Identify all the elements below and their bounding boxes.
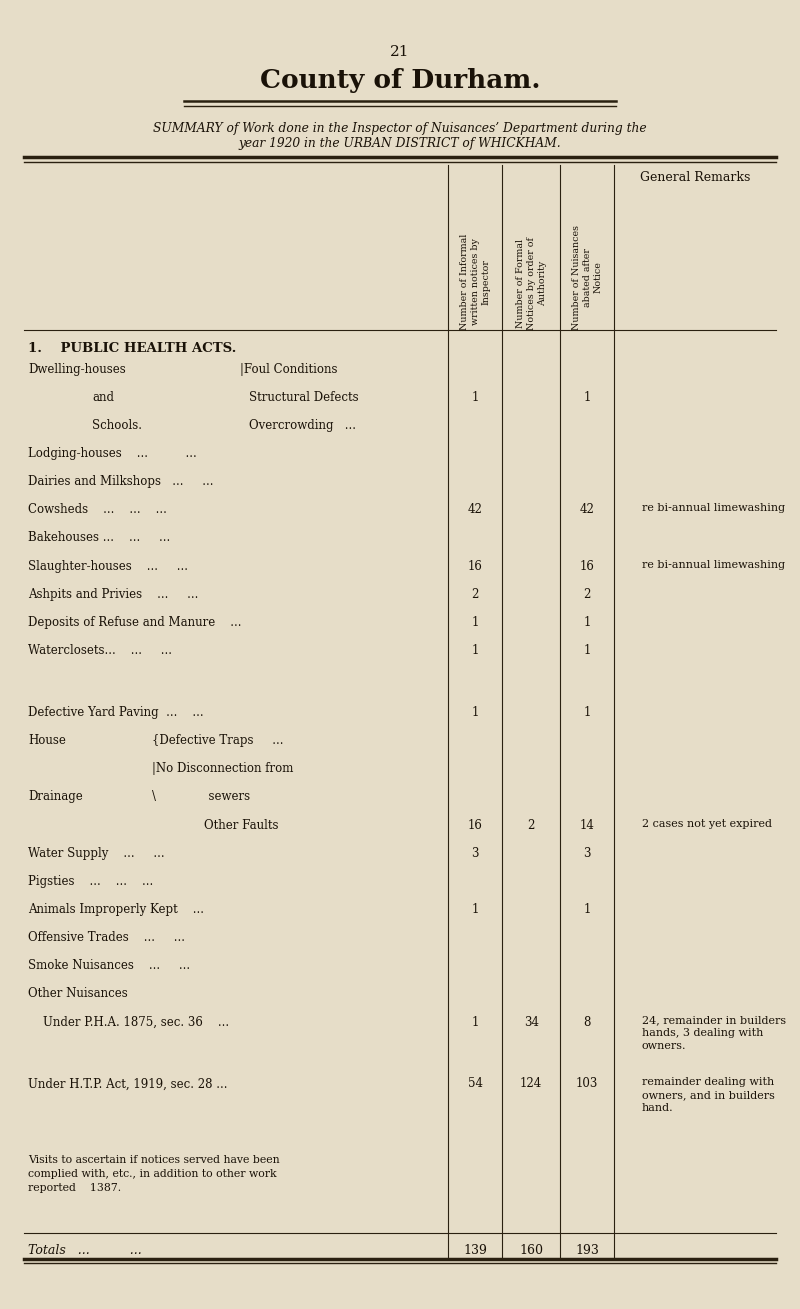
Text: 42: 42 (468, 503, 482, 516)
Text: {Defective Traps     ...: {Defective Traps ... (152, 734, 283, 747)
Text: 21: 21 (390, 45, 410, 59)
Text: remainder dealing with
owners, and in builders
hand.: remainder dealing with owners, and in bu… (642, 1077, 774, 1113)
Text: 2: 2 (527, 818, 535, 831)
Text: 2 cases not yet expired: 2 cases not yet expired (642, 818, 771, 829)
Text: 1: 1 (583, 391, 591, 403)
Text: Deposits of Refuse and Manure    ...: Deposits of Refuse and Manure ... (28, 615, 242, 628)
Text: County of Durham.: County of Durham. (260, 68, 540, 93)
Text: 1: 1 (471, 644, 479, 657)
Text: 16: 16 (468, 559, 482, 572)
Text: Waterclosets...    ...     ...: Waterclosets... ... ... (28, 644, 172, 657)
Text: Under H.T.P. Act, 1919, sec. 28 ...: Under H.T.P. Act, 1919, sec. 28 ... (28, 1077, 227, 1090)
Text: and: and (92, 391, 114, 403)
Text: 16: 16 (580, 559, 594, 572)
Text: 2: 2 (471, 588, 479, 601)
Text: 8: 8 (583, 1016, 591, 1029)
Text: 3: 3 (471, 847, 479, 860)
Text: Defective Yard Paving  ...    ...: Defective Yard Paving ... ... (28, 706, 204, 719)
Text: \              sewers: \ sewers (152, 791, 250, 804)
Text: Number of Formal
Notices by order of
Authority: Number of Formal Notices by order of Aut… (515, 237, 547, 330)
Text: |No Disconnection from: |No Disconnection from (152, 762, 294, 775)
Text: 16: 16 (468, 818, 482, 831)
Text: Dairies and Milkshops   ...     ...: Dairies and Milkshops ... ... (28, 475, 214, 488)
Text: Lodging-houses    ...          ...: Lodging-houses ... ... (28, 446, 197, 459)
Text: Schools.: Schools. (92, 419, 142, 432)
Text: 3: 3 (583, 847, 591, 860)
Text: 103: 103 (576, 1077, 598, 1090)
Text: 54: 54 (468, 1077, 482, 1090)
Text: Structural Defects: Structural Defects (249, 391, 358, 403)
Text: Totals   ...          ...: Totals ... ... (28, 1244, 142, 1257)
Text: 160: 160 (519, 1244, 543, 1257)
Text: 124: 124 (520, 1077, 542, 1090)
Text: 1: 1 (583, 903, 591, 916)
Text: SUMMARY of Work done in the Inspector of Nuisances’ Department during the: SUMMARY of Work done in the Inspector of… (153, 122, 647, 135)
Text: 1: 1 (471, 391, 479, 403)
Text: Offensive Trades    ...     ...: Offensive Trades ... ... (28, 931, 185, 944)
Text: Overcrowding   ...: Overcrowding ... (249, 419, 356, 432)
Text: 2: 2 (583, 588, 591, 601)
Text: Pigsties    ...    ...    ...: Pigsties ... ... ... (28, 874, 154, 888)
Text: Number of Nuisances
abated after
Notice: Number of Nuisances abated after Notice (571, 225, 603, 330)
Text: Drainage: Drainage (28, 791, 82, 804)
Text: Dwelling-houses: Dwelling-houses (28, 363, 126, 376)
Text: Slaughter-houses    ...     ...: Slaughter-houses ... ... (28, 559, 188, 572)
Text: Bakehouses ...    ...     ...: Bakehouses ... ... ... (28, 531, 170, 545)
Text: 42: 42 (580, 503, 594, 516)
Text: 1: 1 (583, 706, 591, 719)
Text: Under P.H.A. 1875, sec. 36    ...: Under P.H.A. 1875, sec. 36 ... (28, 1016, 229, 1029)
Text: Cowsheds    ...    ...    ...: Cowsheds ... ... ... (28, 503, 167, 516)
Text: |Foul Conditions: |Foul Conditions (240, 363, 338, 376)
Text: Ashpits and Privies    ...     ...: Ashpits and Privies ... ... (28, 588, 198, 601)
Text: 1: 1 (471, 903, 479, 916)
Text: General Remarks: General Remarks (640, 171, 750, 185)
Text: Other Faults: Other Faults (204, 818, 278, 831)
Text: 1: 1 (471, 615, 479, 628)
Text: year 1920 in the URBAN DISTRICT of WHICKHAM.: year 1920 in the URBAN DISTRICT of WHICK… (238, 137, 562, 151)
Text: Smoke Nuisances    ...     ...: Smoke Nuisances ... ... (28, 959, 190, 973)
Text: Other Nuisances: Other Nuisances (28, 987, 128, 1000)
Text: Water Supply    ...     ...: Water Supply ... ... (28, 847, 165, 860)
Text: 24, remainder in builders
hands, 3 dealing with
owners.: 24, remainder in builders hands, 3 deali… (642, 1016, 786, 1051)
Text: 34: 34 (524, 1016, 538, 1029)
Text: 193: 193 (575, 1244, 599, 1257)
Text: 14: 14 (580, 818, 594, 831)
Text: 1: 1 (583, 615, 591, 628)
Text: re bi-annual limewashing: re bi-annual limewashing (642, 503, 785, 513)
Text: 1.    PUBLIC HEALTH ACTS.: 1. PUBLIC HEALTH ACTS. (28, 342, 236, 355)
Text: re bi-annual limewashing: re bi-annual limewashing (642, 559, 785, 569)
Text: Animals Improperly Kept    ...: Animals Improperly Kept ... (28, 903, 204, 916)
Text: 139: 139 (463, 1244, 487, 1257)
Text: Visits to ascertain if notices served have been
complied with, etc., in addition: Visits to ascertain if notices served ha… (28, 1155, 280, 1192)
Text: Number of Informal
written notices by
Inspector: Number of Informal written notices by In… (459, 233, 491, 330)
Text: 1: 1 (583, 644, 591, 657)
Text: 1: 1 (471, 1016, 479, 1029)
Text: 1: 1 (471, 706, 479, 719)
Text: House: House (28, 734, 66, 747)
